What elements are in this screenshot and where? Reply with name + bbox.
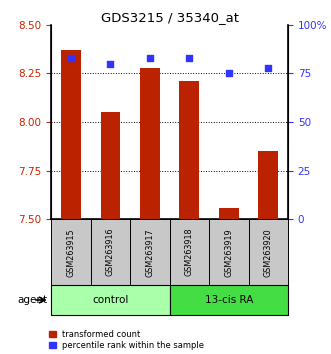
Bar bbox=[101, 112, 120, 219]
Bar bbox=[259, 152, 278, 219]
Text: GSM263917: GSM263917 bbox=[145, 228, 155, 276]
Title: GDS3215 / 35340_at: GDS3215 / 35340_at bbox=[101, 11, 239, 24]
Text: GSM263915: GSM263915 bbox=[67, 228, 75, 276]
Bar bbox=[179, 81, 199, 219]
Text: GSM263919: GSM263919 bbox=[224, 228, 233, 276]
Point bbox=[226, 71, 231, 76]
Legend: transformed count, percentile rank within the sample: transformed count, percentile rank withi… bbox=[49, 330, 204, 350]
Bar bbox=[219, 208, 239, 219]
Point bbox=[265, 65, 271, 70]
Bar bbox=[61, 50, 81, 219]
Text: GSM263918: GSM263918 bbox=[185, 228, 194, 276]
Text: control: control bbox=[92, 295, 129, 305]
Text: agent: agent bbox=[18, 295, 48, 305]
Point bbox=[69, 55, 74, 61]
Text: GSM263916: GSM263916 bbox=[106, 228, 115, 276]
Text: 13-cis RA: 13-cis RA bbox=[205, 295, 253, 305]
Point bbox=[108, 61, 113, 67]
Point bbox=[147, 55, 153, 61]
Text: GSM263920: GSM263920 bbox=[264, 228, 273, 276]
Point bbox=[187, 55, 192, 61]
Bar bbox=[140, 68, 160, 219]
